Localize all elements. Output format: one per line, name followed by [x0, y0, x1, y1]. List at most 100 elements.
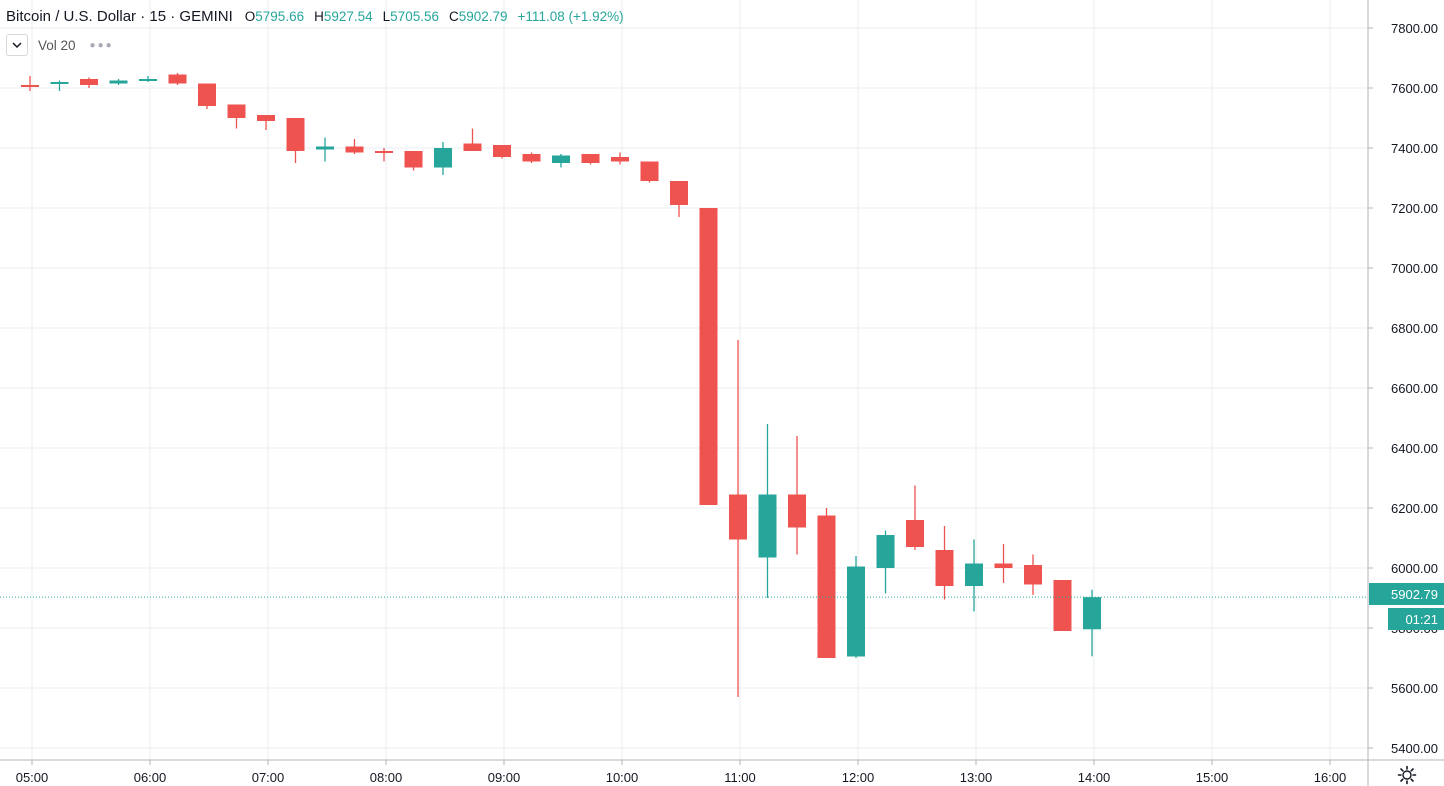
- y-tick-label: 6400.00: [1391, 441, 1438, 456]
- candle: [847, 556, 865, 658]
- candles-layer: [21, 73, 1101, 697]
- x-tick-label: 09:00: [488, 770, 521, 785]
- candle-body: [168, 74, 187, 84]
- candle-body: [758, 494, 777, 558]
- more-dots-icon[interactable]: ●●●: [89, 39, 114, 51]
- candle-body: [670, 181, 688, 205]
- separator: ·: [166, 7, 180, 25]
- change-value: +111.08 (+1.92%): [517, 8, 624, 24]
- time-axis[interactable]: 05:00 06:00 07:00 08:00 09:00 10:00 11:00 12:00…: [16, 760, 1347, 785]
- x-tick-label: 13:00: [960, 770, 993, 785]
- candle-body: [227, 104, 246, 118]
- candle-body: [80, 79, 98, 85]
- candle-body: [699, 208, 718, 505]
- candle: [404, 151, 423, 171]
- candle-body: [493, 145, 511, 157]
- y-tick-label: 6200.00: [1391, 501, 1438, 516]
- candle: [1083, 589, 1101, 657]
- symbol-name[interactable]: Bitcoin / U.S. Dollar: [6, 7, 137, 25]
- volume-indicator-row: Vol 20 ●●●: [6, 33, 114, 57]
- candle-body: [109, 80, 128, 84]
- candle: [522, 152, 541, 163]
- ohlc-values: O5795.66 H5927.54 L5705.56 C5902.79 +111…: [245, 9, 624, 24]
- exchange-label: GEMINI: [179, 7, 233, 25]
- candle: [168, 73, 187, 85]
- candle: [1024, 554, 1042, 595]
- candle-body: [1053, 580, 1072, 631]
- high-label: H: [314, 8, 324, 24]
- y-tick-label: 7200.00: [1391, 201, 1438, 216]
- open-value: 5795.66: [255, 8, 305, 24]
- candle-body: [375, 151, 393, 153]
- candle: [198, 83, 216, 109]
- y-tick-label: 6600.00: [1391, 381, 1438, 396]
- close-label: C: [448, 8, 459, 24]
- x-tick-label: 05:00: [16, 770, 49, 785]
- high-value: 5927.54: [323, 8, 373, 24]
- candle-body: [817, 515, 836, 658]
- candle: [788, 436, 806, 555]
- x-tick-label: 12:00: [842, 770, 875, 785]
- candle: [257, 115, 275, 130]
- candle: [729, 340, 747, 697]
- candle: [994, 544, 1013, 583]
- candle: [139, 76, 157, 82]
- candle: [316, 137, 334, 162]
- x-tick-label: 14:00: [1078, 770, 1111, 785]
- x-tick-label: 16:00: [1314, 770, 1347, 785]
- bar-countdown-label: 01:21: [1405, 612, 1438, 627]
- open-label: O: [244, 8, 256, 24]
- candle-body: [434, 148, 452, 168]
- candle-body: [316, 146, 334, 150]
- candle-body: [640, 161, 659, 181]
- candle-body: [50, 82, 69, 84]
- low-label: L: [382, 8, 391, 24]
- candle-body: [1024, 565, 1042, 585]
- candle: [965, 539, 983, 612]
- candle-body: [876, 535, 895, 568]
- candle-body: [552, 155, 570, 163]
- y-tick-label: 7600.00: [1391, 81, 1438, 96]
- candle: [552, 154, 570, 168]
- x-tick-label: 10:00: [606, 770, 639, 785]
- candle-body: [1083, 597, 1101, 630]
- gear-icon[interactable]: [1396, 764, 1418, 786]
- candle-body: [611, 157, 629, 162]
- y-tick-label: 6800.00: [1391, 321, 1438, 336]
- y-tick-label: 5600.00: [1391, 681, 1438, 696]
- candle-body: [345, 146, 364, 153]
- candle: [345, 139, 364, 154]
- candle-body: [581, 154, 600, 163]
- candle: [493, 145, 511, 159]
- volume-indicator-label[interactable]: Vol 20: [38, 37, 76, 53]
- candle: [21, 76, 39, 91]
- x-tick-label: 08:00: [370, 770, 403, 785]
- last-price-tag: 5902.79 01:21: [1369, 583, 1444, 630]
- chart-grid: [0, 0, 1368, 760]
- candle: [906, 485, 924, 550]
- x-tick-label: 06:00: [134, 770, 167, 785]
- candle: [1053, 580, 1072, 631]
- candle: [109, 79, 128, 85]
- candle-body: [906, 520, 924, 547]
- chart-legend-header: Bitcoin / U.S. Dollar · 15 · GEMINI O579…: [6, 6, 624, 26]
- x-tick-label: 07:00: [252, 770, 285, 785]
- candle: [80, 77, 98, 88]
- candle: [50, 80, 69, 91]
- chevron-down-icon: [12, 42, 22, 49]
- y-tick-label: 7800.00: [1391, 21, 1438, 36]
- candle: [286, 118, 305, 163]
- collapse-button[interactable]: [6, 34, 28, 56]
- candle: [581, 154, 600, 165]
- candle-body: [935, 550, 954, 586]
- candle-body: [463, 143, 482, 151]
- interval-label[interactable]: 15: [149, 7, 167, 25]
- price-axis[interactable]: 7800.00 7600.00 7400.00 7200.00 7000.00 6800.…: [1368, 21, 1438, 756]
- candle: [375, 148, 393, 162]
- candle-body: [404, 151, 423, 168]
- candle: [817, 508, 836, 658]
- candle-body: [847, 566, 865, 657]
- candle-body: [139, 79, 157, 81]
- candle: [876, 530, 895, 594]
